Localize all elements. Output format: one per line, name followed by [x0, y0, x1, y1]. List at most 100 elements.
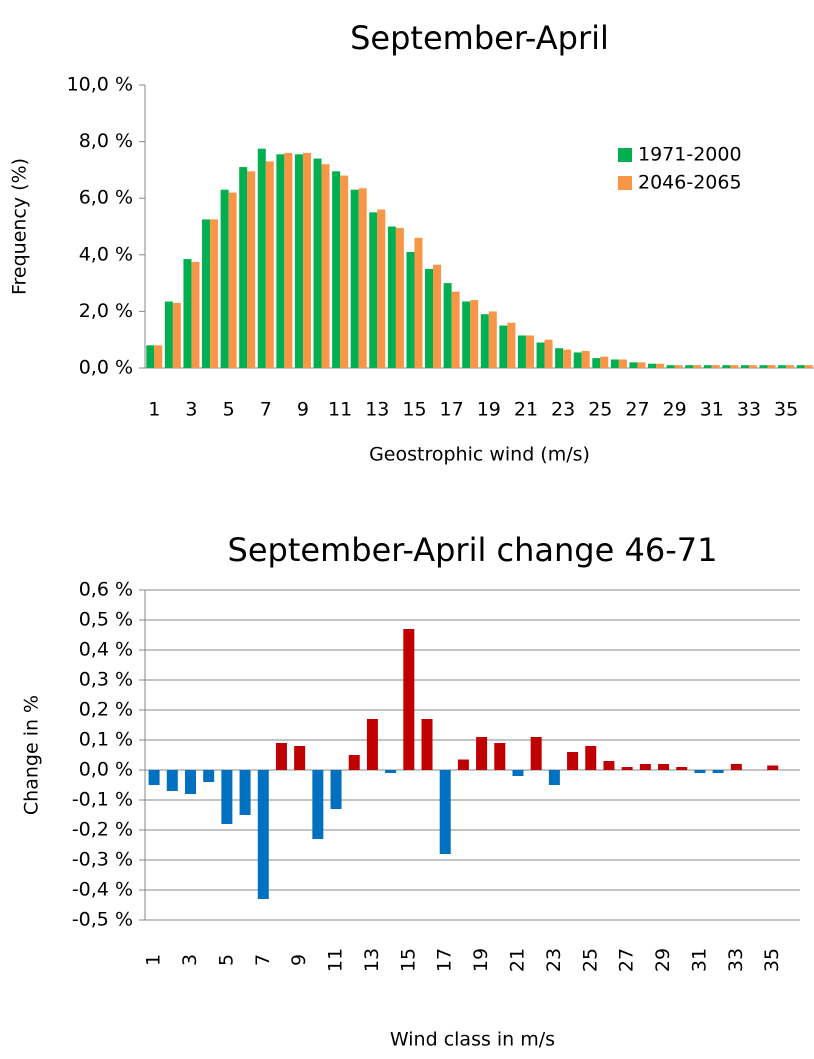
bar	[425, 268, 434, 368]
bar	[395, 227, 404, 368]
x-tick-label: 23	[551, 399, 575, 421]
bar	[711, 365, 720, 368]
chart-title: September-April	[350, 19, 609, 57]
x-tick-label: 17	[440, 399, 464, 421]
x-tick-label: 19	[477, 399, 501, 421]
bar	[191, 261, 200, 368]
bar	[581, 351, 590, 368]
x-tick-label: 25	[579, 948, 601, 972]
x-tick-label: 1	[143, 954, 165, 966]
x-tick-label: 9	[288, 954, 310, 966]
x-tick-label: 7	[252, 954, 274, 966]
bar	[512, 770, 524, 776]
bar	[403, 629, 415, 770]
bar	[621, 767, 633, 770]
bar	[166, 770, 178, 791]
bar	[796, 365, 805, 368]
bar	[730, 764, 742, 770]
bar	[778, 365, 787, 368]
bar	[786, 365, 795, 368]
bar	[544, 339, 553, 368]
bar	[220, 189, 229, 368]
bar	[480, 314, 489, 368]
x-axis-label: Geostrophic wind (m/s)	[369, 444, 590, 466]
bar	[275, 743, 287, 770]
bar	[804, 365, 813, 368]
bar	[265, 161, 274, 368]
y-tick-label: -0,2 %	[72, 819, 133, 841]
bar	[674, 365, 683, 368]
bar	[239, 770, 251, 815]
x-tick-label: 13	[365, 399, 389, 421]
bar	[257, 148, 266, 368]
bar	[457, 759, 469, 770]
x-tick-label: 25	[588, 399, 612, 421]
legend-swatch	[618, 176, 632, 190]
x-tick-label: 23	[543, 948, 565, 972]
bar	[302, 152, 311, 368]
bar	[573, 352, 582, 368]
bar	[494, 743, 506, 770]
bar	[685, 365, 694, 368]
bar	[767, 765, 779, 770]
bar	[730, 365, 739, 368]
bar	[666, 365, 675, 368]
bar	[451, 291, 460, 368]
bar	[748, 365, 757, 368]
bar	[592, 358, 601, 368]
bar	[239, 167, 248, 368]
bar	[385, 770, 397, 773]
y-tick-label: 0,4 %	[79, 639, 133, 661]
bar	[656, 363, 665, 368]
x-tick-label: 15	[402, 399, 426, 421]
legend-label: 2046-2065	[638, 172, 742, 194]
y-tick-label: 4,0 %	[79, 243, 133, 265]
bar	[536, 342, 545, 368]
bar	[585, 746, 597, 770]
bar	[313, 158, 322, 368]
y-axis-label: Frequency (%)	[9, 158, 31, 295]
bar	[462, 301, 471, 368]
bar	[247, 171, 256, 368]
y-tick-label: 0,0 %	[79, 759, 133, 781]
bar	[154, 345, 163, 368]
bar	[366, 719, 378, 770]
bar	[421, 719, 433, 770]
y-tick-label: 10,0 %	[67, 74, 133, 96]
y-tick-label: 2,0 %	[79, 300, 133, 322]
bar	[350, 189, 359, 368]
bar	[759, 365, 768, 368]
bar	[312, 770, 324, 839]
x-tick-label: 35	[761, 948, 783, 972]
bar	[629, 362, 638, 368]
y-tick-label: 0,2 %	[79, 699, 133, 721]
x-tick-label: 27	[625, 399, 649, 421]
x-tick-label: 33	[737, 399, 761, 421]
bar	[439, 770, 451, 854]
bar	[548, 770, 560, 785]
y-tick-label: -0,4 %	[72, 879, 133, 901]
bar	[387, 226, 396, 368]
bar	[433, 264, 442, 368]
y-tick-label: 0,0 %	[79, 357, 133, 379]
x-tick-label: 3	[179, 954, 201, 966]
y-tick-label: -0,5 %	[72, 909, 133, 931]
bar	[377, 209, 386, 368]
bar	[330, 770, 342, 809]
bar	[488, 311, 497, 368]
bar	[358, 188, 367, 368]
x-tick-label: 31	[688, 948, 710, 972]
bar	[332, 171, 341, 368]
x-tick-label: 35	[774, 399, 798, 421]
bar	[164, 301, 173, 368]
x-tick-label: 7	[260, 399, 272, 421]
bar	[146, 345, 155, 368]
y-axis-label: Change in %	[21, 695, 43, 815]
chart-title: September-April change 46-71	[228, 531, 718, 569]
bar	[172, 302, 181, 368]
y-tick-label: 0,6 %	[79, 579, 133, 601]
bar	[470, 300, 479, 368]
x-tick-label: 13	[361, 948, 383, 972]
bar	[257, 770, 269, 899]
